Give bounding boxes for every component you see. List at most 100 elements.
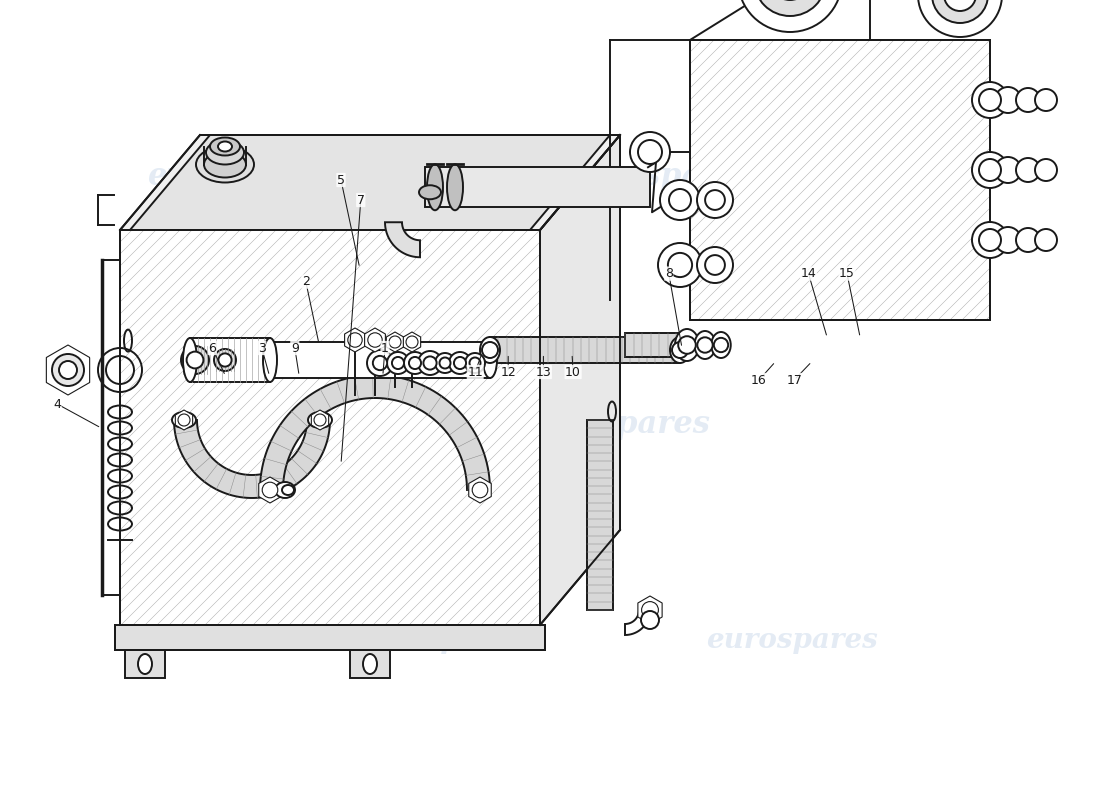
Text: 10: 10 bbox=[565, 366, 581, 378]
Circle shape bbox=[979, 229, 1001, 251]
Circle shape bbox=[660, 180, 700, 220]
Bar bbox=[120, 230, 540, 625]
Bar bbox=[690, 40, 990, 320]
Text: 1: 1 bbox=[381, 342, 389, 354]
Circle shape bbox=[697, 182, 733, 218]
Text: eurospares: eurospares bbox=[354, 626, 526, 654]
Circle shape bbox=[932, 0, 988, 23]
Circle shape bbox=[373, 356, 387, 370]
Circle shape bbox=[409, 357, 421, 369]
Ellipse shape bbox=[182, 346, 209, 374]
Text: 13: 13 bbox=[536, 366, 551, 378]
Circle shape bbox=[424, 357, 437, 370]
Text: 16: 16 bbox=[751, 374, 767, 386]
Polygon shape bbox=[587, 420, 613, 610]
Ellipse shape bbox=[308, 412, 332, 428]
Circle shape bbox=[52, 354, 84, 386]
Polygon shape bbox=[540, 135, 620, 625]
Circle shape bbox=[1016, 158, 1040, 182]
Text: 6: 6 bbox=[208, 342, 217, 354]
Text: 11: 11 bbox=[468, 366, 483, 378]
Circle shape bbox=[697, 338, 713, 353]
Polygon shape bbox=[364, 328, 385, 352]
Text: eurospares: eurospares bbox=[521, 409, 711, 439]
Circle shape bbox=[697, 247, 733, 283]
Circle shape bbox=[418, 351, 442, 375]
Circle shape bbox=[482, 342, 498, 358]
Ellipse shape bbox=[214, 349, 236, 371]
Polygon shape bbox=[638, 596, 662, 624]
Polygon shape bbox=[258, 477, 282, 503]
Polygon shape bbox=[385, 222, 420, 258]
Ellipse shape bbox=[282, 485, 294, 495]
Ellipse shape bbox=[218, 142, 232, 151]
Ellipse shape bbox=[483, 342, 497, 378]
Ellipse shape bbox=[183, 342, 197, 378]
Ellipse shape bbox=[206, 141, 244, 165]
Polygon shape bbox=[425, 167, 650, 207]
Circle shape bbox=[392, 357, 404, 369]
Circle shape bbox=[714, 338, 728, 352]
Circle shape bbox=[705, 190, 725, 210]
Circle shape bbox=[470, 358, 481, 369]
Polygon shape bbox=[344, 328, 365, 352]
Text: 4: 4 bbox=[53, 398, 62, 410]
Text: eurospares: eurospares bbox=[147, 409, 337, 439]
Ellipse shape bbox=[447, 164, 463, 210]
Circle shape bbox=[404, 352, 426, 374]
Polygon shape bbox=[190, 338, 270, 382]
Text: 14: 14 bbox=[801, 267, 816, 280]
Circle shape bbox=[314, 414, 326, 426]
Polygon shape bbox=[130, 135, 610, 230]
Circle shape bbox=[658, 243, 702, 287]
Circle shape bbox=[641, 611, 659, 629]
Circle shape bbox=[187, 352, 204, 368]
Ellipse shape bbox=[263, 338, 277, 382]
Circle shape bbox=[738, 0, 842, 32]
Ellipse shape bbox=[204, 151, 246, 178]
Circle shape bbox=[262, 482, 278, 498]
Ellipse shape bbox=[419, 186, 441, 199]
Circle shape bbox=[59, 361, 77, 379]
Circle shape bbox=[387, 352, 409, 374]
Circle shape bbox=[641, 602, 659, 618]
Ellipse shape bbox=[210, 138, 240, 155]
Circle shape bbox=[669, 189, 691, 211]
Circle shape bbox=[1016, 228, 1040, 252]
Circle shape bbox=[1016, 88, 1040, 112]
Polygon shape bbox=[46, 345, 90, 395]
Ellipse shape bbox=[712, 332, 730, 358]
Circle shape bbox=[972, 82, 1008, 118]
Text: eurospares: eurospares bbox=[147, 161, 337, 191]
Circle shape bbox=[630, 132, 670, 172]
Bar bbox=[125, 650, 165, 678]
Text: 3: 3 bbox=[257, 342, 266, 354]
Circle shape bbox=[449, 352, 471, 374]
Circle shape bbox=[705, 255, 725, 275]
Polygon shape bbox=[175, 410, 192, 430]
Ellipse shape bbox=[363, 654, 377, 674]
Circle shape bbox=[944, 0, 976, 11]
Circle shape bbox=[178, 414, 190, 426]
Polygon shape bbox=[260, 375, 490, 490]
Text: 9: 9 bbox=[290, 342, 299, 354]
Polygon shape bbox=[625, 610, 650, 635]
Circle shape bbox=[638, 140, 662, 164]
Circle shape bbox=[979, 159, 1001, 181]
Circle shape bbox=[440, 358, 451, 369]
Circle shape bbox=[406, 336, 418, 348]
Text: 12: 12 bbox=[500, 366, 516, 378]
Circle shape bbox=[668, 253, 692, 277]
Circle shape bbox=[972, 152, 1008, 188]
Polygon shape bbox=[625, 333, 685, 357]
Circle shape bbox=[454, 357, 466, 369]
Ellipse shape bbox=[675, 329, 698, 361]
Circle shape bbox=[996, 227, 1021, 253]
Polygon shape bbox=[386, 332, 404, 352]
Ellipse shape bbox=[427, 164, 443, 210]
Circle shape bbox=[389, 336, 402, 348]
Bar bbox=[120, 230, 540, 625]
Text: 15: 15 bbox=[839, 267, 855, 280]
Polygon shape bbox=[311, 410, 329, 430]
Circle shape bbox=[979, 89, 1001, 111]
